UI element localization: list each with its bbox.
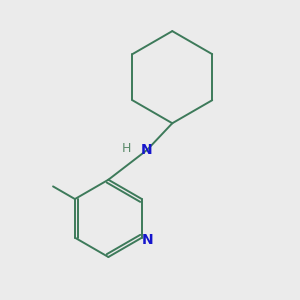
Text: N: N (142, 233, 154, 247)
Text: N: N (141, 143, 153, 157)
Text: H: H (122, 142, 131, 155)
